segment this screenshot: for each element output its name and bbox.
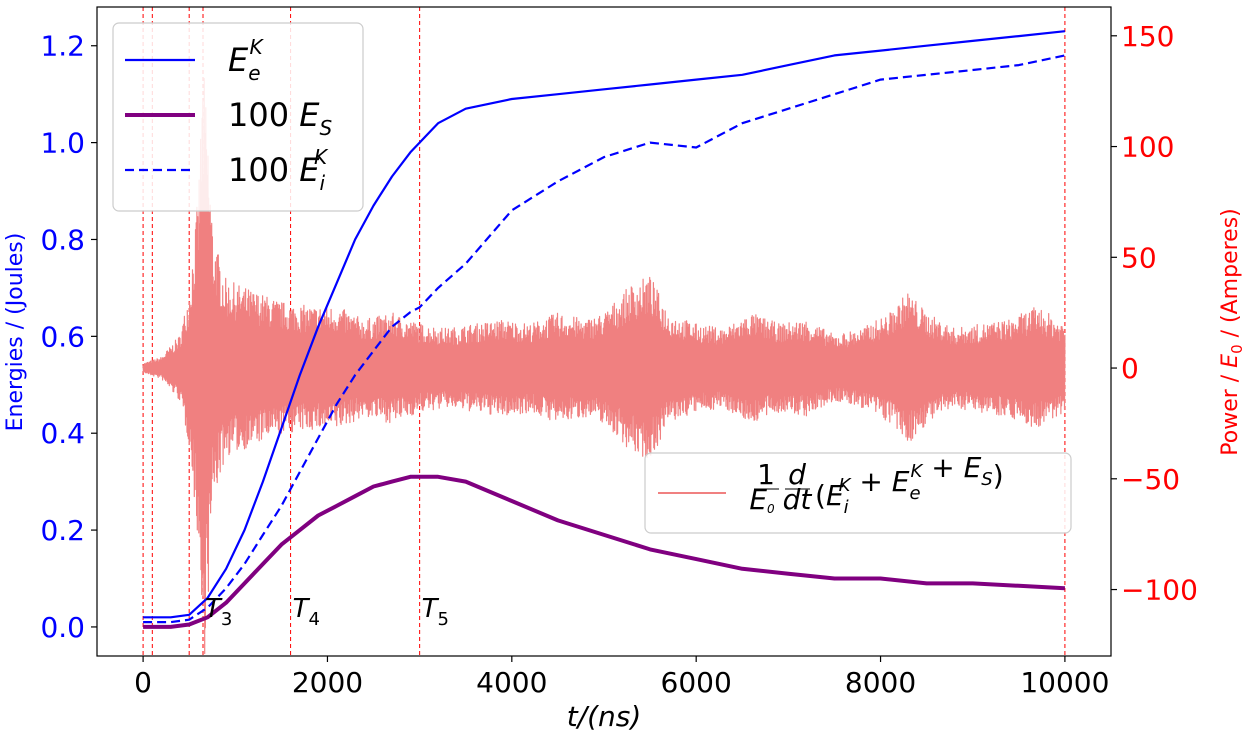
power-legend-expression: (EiK + EeK + ES) <box>815 451 1004 518</box>
y-left-tick-label-3: 0.6 <box>40 320 85 353</box>
power-legend-deriv-den: dt <box>783 483 813 516</box>
y-right-tick-label-5: 150 <box>1121 20 1174 53</box>
power-legend-box <box>644 452 1072 534</box>
right-y-axis-label: Power / E0 / (Amperes) <box>1218 208 1245 455</box>
series-2 <box>143 474 1066 629</box>
x-axis-label-text: t/(ns) <box>567 700 642 733</box>
y-left-tick-label-6: 1.2 <box>40 30 85 63</box>
power-series-layer <box>142 77 1066 655</box>
power-legend-frac-num: 1 <box>757 458 775 491</box>
x-tick-label-2: 4000 <box>476 666 547 699</box>
series-power <box>142 77 1066 655</box>
y-left-tick-label-1: 0.2 <box>40 514 85 547</box>
legend-label-2: 100 EiK <box>228 145 329 195</box>
y-left-tick-label-2: 0.4 <box>40 417 85 450</box>
x-tick-label-3: 6000 <box>661 666 732 699</box>
y-left-tick-label-0: 0.0 <box>40 611 85 644</box>
time-marker-1: T4 <box>293 594 320 630</box>
legend-label-0: EeK <box>228 35 265 85</box>
x-tick-label-0: 0 <box>134 666 152 699</box>
time-marker-2: T5 <box>422 594 449 630</box>
power-legend: 1E0 ddt (EiK + EeK + ES) <box>644 451 1072 534</box>
series-0 <box>143 30 1066 619</box>
legend-label-1: 100 ES <box>228 96 332 140</box>
power-legend-deriv-num: d <box>788 458 806 491</box>
legend-box <box>112 22 364 212</box>
power-legend-frac-den: E0 <box>749 483 775 516</box>
x-tick-label-4: 8000 <box>845 666 916 699</box>
y-right-tick-label-3: 50 <box>1121 241 1157 274</box>
x-tick-label-1: 2000 <box>292 666 363 699</box>
y-right-tick-label-2: 0 <box>1121 352 1139 385</box>
x-tick-label-5: 10000 <box>1020 666 1109 699</box>
y-right-tick-label-1: −50 <box>1121 463 1180 496</box>
left-y-axis-ticks: 0.0 0.2 0.4 0.6 0.8 1.0 1.2 <box>40 30 97 644</box>
series-1 <box>143 54 1066 624</box>
y-left-tick-label-5: 1.0 <box>40 127 85 160</box>
time-marker-labels: T3 T4 T5 <box>205 594 449 630</box>
energy-series-layer <box>143 30 1066 629</box>
x-axis-ticks: 0 2000 4000 6000 8000 10000 <box>134 656 1109 699</box>
y-right-tick-label-0: −100 <box>1121 574 1198 607</box>
y-right-tick-label-4: 100 <box>1121 131 1174 164</box>
plot-frame <box>96 6 1112 657</box>
x-axis-label: t/(ns) <box>567 700 642 733</box>
left-y-axis-label: Energies / (Joules) <box>3 233 28 432</box>
legend: EeK 100 ES 100 EiK <box>112 22 364 212</box>
time-marker-0: T3 <box>205 594 232 630</box>
y-left-tick-label-4: 0.8 <box>40 223 85 256</box>
right-y-axis-ticks: −100 −50 0 50 100 150 <box>1111 20 1198 607</box>
